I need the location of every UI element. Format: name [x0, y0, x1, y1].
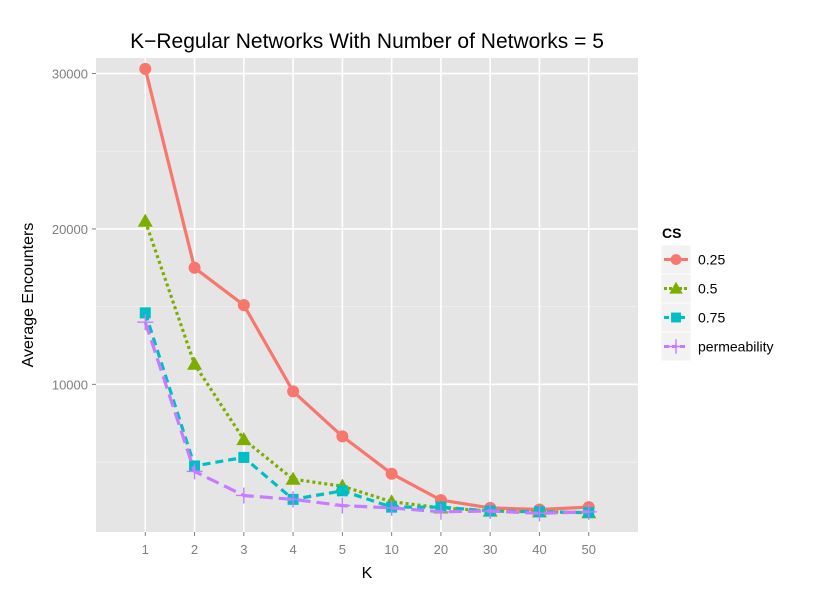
legend-label: permeability — [698, 339, 773, 355]
data-point — [580, 503, 597, 520]
x-tick-label: 40 — [532, 542, 546, 557]
legend-key-marker — [668, 339, 684, 354]
legend-key-marker — [671, 312, 681, 323]
legend: CS 0.25 0.5 0.75 permeability — [660, 225, 773, 362]
legend-item: 0.75 — [660, 302, 725, 333]
x-tick-label: 5 — [339, 542, 346, 557]
legend-label: 0.25 — [698, 252, 725, 268]
data-point — [482, 503, 499, 520]
chart-title: K−Regular Networks With Number of Networ… — [130, 30, 604, 53]
data-point — [336, 430, 349, 443]
minor-gridlines — [96, 150, 638, 463]
data-point — [336, 485, 348, 497]
data-point — [137, 213, 153, 227]
y-tick-label: 30000 — [52, 67, 88, 82]
plot-panel — [96, 58, 638, 532]
data-point — [432, 503, 449, 520]
series-line — [143, 68, 589, 512]
data-point — [285, 471, 301, 485]
x-tick-label: 3 — [240, 542, 247, 557]
data-point — [187, 356, 203, 370]
legend-title: CS — [662, 225, 681, 241]
y-tick-label: 20000 — [52, 222, 88, 237]
data-point — [236, 432, 252, 446]
data-point — [137, 314, 154, 331]
series-line — [143, 321, 589, 516]
legend-key-marker — [670, 254, 682, 265]
data-point — [235, 487, 252, 504]
x-tick-label: 4 — [289, 542, 296, 557]
major-gridlines — [96, 58, 638, 532]
data-point — [188, 261, 201, 274]
data-point — [237, 299, 250, 312]
data-point — [287, 385, 300, 398]
legend-item: permeability — [660, 331, 773, 362]
legend-item: 0.5 — [660, 273, 718, 304]
data-point — [531, 505, 548, 522]
legend-item: 0.25 — [660, 244, 725, 275]
data-point — [238, 451, 250, 463]
x-axis-title: K — [362, 565, 373, 582]
x-axis-ticks: 1 2 3 4 5 10 20 30 40 50 — [142, 532, 596, 557]
legend-key-marker — [669, 281, 683, 294]
legend-label: 0.75 — [698, 310, 725, 326]
data-point — [186, 463, 203, 480]
x-tick-label: 1 — [142, 542, 149, 557]
x-tick-label: 30 — [483, 542, 497, 557]
legend-label: 0.5 — [698, 281, 718, 297]
series-layer — [137, 62, 597, 522]
series-permeability — [137, 314, 597, 522]
y-axis-ticks: 10000 20000 30000 — [52, 67, 96, 392]
x-tick-label: 10 — [384, 542, 398, 557]
data-point — [385, 467, 398, 480]
data-point — [383, 499, 400, 516]
data-point — [139, 62, 152, 75]
x-tick-label: 20 — [434, 542, 448, 557]
y-tick-label: 10000 — [52, 377, 88, 392]
x-tick-label: 2 — [191, 542, 198, 557]
data-point — [334, 497, 351, 514]
x-tick-label: 50 — [581, 542, 595, 557]
data-point — [139, 307, 151, 319]
data-point — [285, 491, 302, 508]
y-axis-title: Average Encounters — [20, 223, 37, 368]
legend-items: 0.25 0.5 0.75 permeability — [660, 244, 773, 362]
